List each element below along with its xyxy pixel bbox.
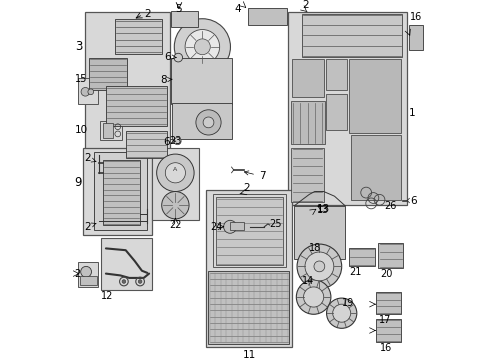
Bar [106,86,167,126]
Bar [83,148,152,235]
Circle shape [194,39,210,55]
Text: 6: 6 [163,137,176,147]
Text: 5: 5 [175,4,182,14]
Text: 16: 16 [409,12,422,22]
Circle shape [165,163,185,183]
Bar [294,206,345,259]
Bar [348,59,400,133]
Bar [348,248,374,266]
Bar [375,319,400,342]
Bar [291,59,323,97]
Bar [78,262,98,287]
Bar [103,123,113,138]
Text: 19: 19 [342,298,354,308]
Text: 2: 2 [144,9,151,19]
Circle shape [196,110,221,135]
Bar [205,190,291,347]
Circle shape [303,287,323,307]
Text: 6: 6 [164,51,176,62]
Circle shape [305,252,333,281]
Circle shape [332,304,350,322]
Bar [350,135,400,200]
Circle shape [122,280,125,283]
Bar [172,103,231,139]
Bar [288,12,407,205]
Text: 11: 11 [242,350,255,360]
Bar [247,8,286,25]
Text: 20: 20 [380,269,392,279]
Text: 22: 22 [169,220,181,230]
Text: 15: 15 [75,74,87,84]
Text: 13: 13 [316,204,328,215]
Text: 16: 16 [379,343,391,353]
Circle shape [296,280,330,314]
Circle shape [88,89,94,95]
Bar [115,19,162,54]
Circle shape [185,30,219,64]
Circle shape [174,138,181,145]
Text: 13: 13 [316,204,329,214]
Text: 17: 17 [379,315,391,325]
Text: 18: 18 [309,243,321,253]
Bar [125,131,167,158]
Bar [325,94,346,130]
Text: 2: 2 [302,0,308,10]
Text: 2: 2 [84,222,96,232]
Bar [171,58,231,104]
Text: 2: 2 [243,183,249,193]
Circle shape [81,266,91,277]
Bar [94,152,146,230]
Bar [291,148,323,202]
Text: 12: 12 [101,291,113,301]
Bar [408,25,422,50]
Text: 4: 4 [234,4,241,14]
Circle shape [156,154,194,192]
Bar [291,101,325,144]
Circle shape [81,87,89,96]
Text: 9: 9 [75,176,82,189]
Text: 26: 26 [384,201,396,211]
Text: 7: 7 [244,171,265,181]
Circle shape [162,192,189,219]
Bar [89,58,127,90]
Bar [375,292,400,314]
Bar [101,238,152,290]
Bar [208,271,288,344]
Circle shape [138,280,142,283]
Text: 10: 10 [75,125,88,135]
Text: 25: 25 [268,219,281,229]
Bar [230,222,244,230]
Bar [85,12,169,166]
Bar [378,243,402,268]
Text: 6: 6 [409,195,416,206]
Bar [325,59,346,90]
Text: 2: 2 [84,153,96,163]
Bar [212,194,285,267]
Bar [215,197,282,265]
Circle shape [296,244,341,289]
Text: 3: 3 [75,40,82,53]
Bar [101,121,122,140]
Circle shape [174,19,230,75]
Bar [103,160,140,225]
Bar [171,11,197,27]
Circle shape [203,117,213,128]
Bar [78,78,98,104]
Text: 23: 23 [169,136,181,146]
Text: 24: 24 [210,222,223,232]
Circle shape [174,53,182,62]
Bar [302,14,401,57]
Circle shape [313,261,324,272]
Bar [80,276,97,285]
Bar [152,148,199,220]
Text: A: A [173,167,177,172]
Text: 8: 8 [160,75,172,85]
Circle shape [223,220,236,233]
Text: 14: 14 [302,276,314,286]
Text: 2: 2 [75,269,81,279]
Text: 1: 1 [408,108,414,118]
Circle shape [326,298,356,328]
Text: 21: 21 [348,267,361,277]
